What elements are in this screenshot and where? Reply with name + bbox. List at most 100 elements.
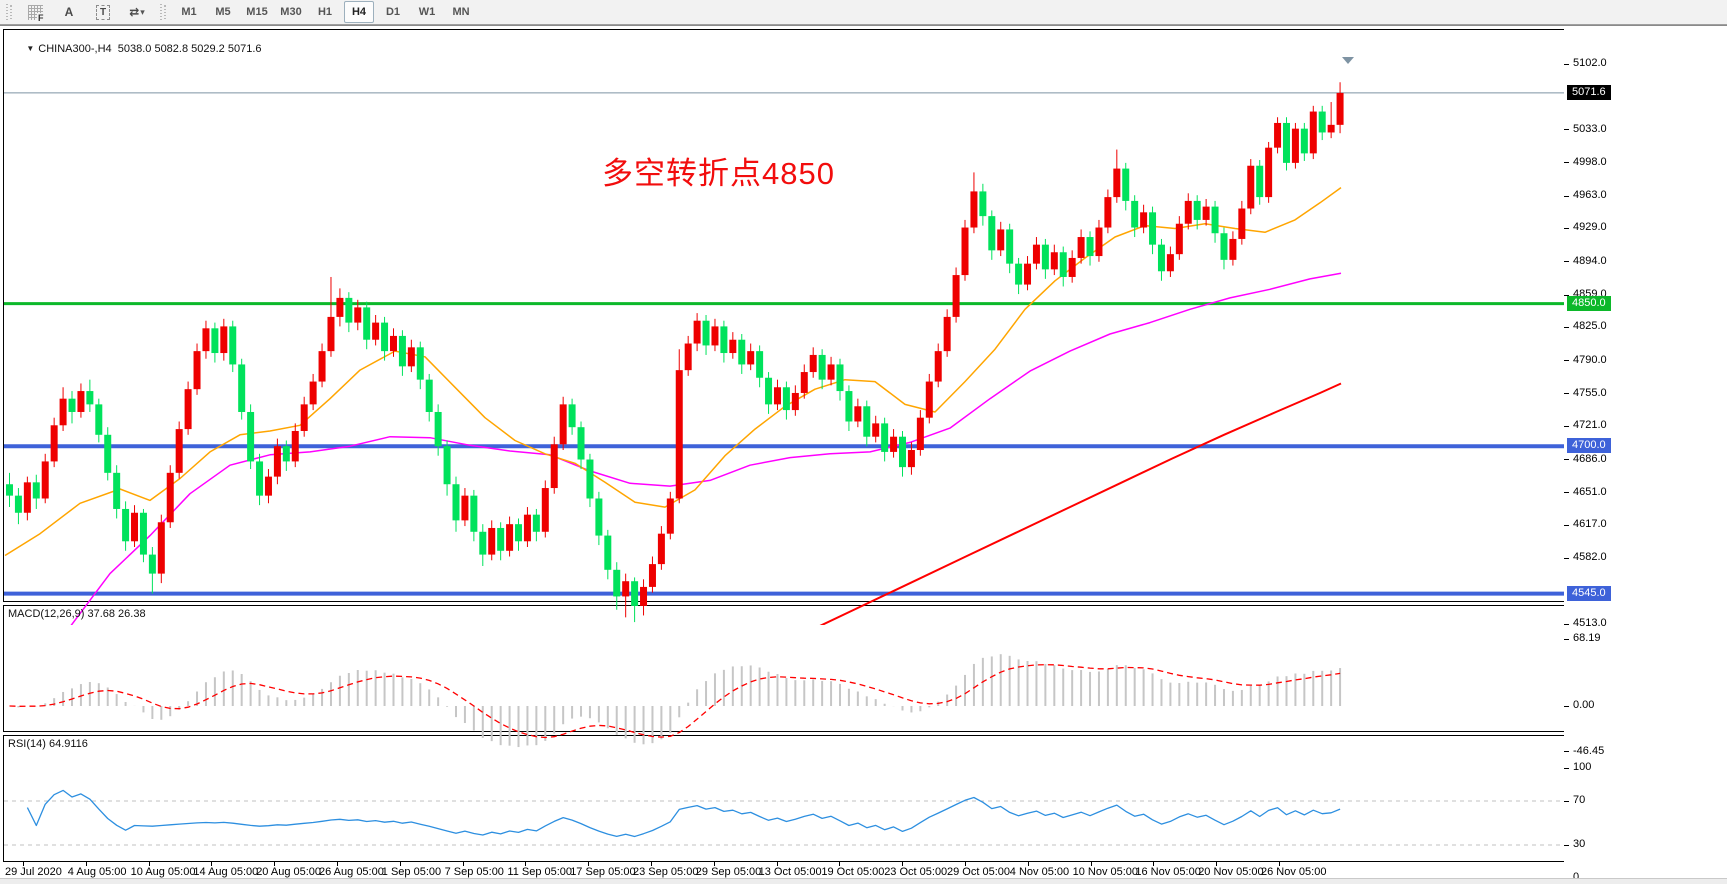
price-tick-label: 4825.0 <box>1573 320 1607 333</box>
axis-tick <box>1564 261 1569 263</box>
time-label: 11 Sep 05:00 <box>507 866 573 878</box>
time-tick <box>211 862 213 866</box>
level-line-4700-badge: 4700.0 <box>1567 438 1611 454</box>
time-tick <box>902 862 904 866</box>
time-tick <box>274 862 276 866</box>
price-tick-label: 4929.0 <box>1573 221 1607 234</box>
window-bottom-strip <box>0 878 1727 884</box>
toolbar-grip[interactable] <box>6 4 12 20</box>
time-label: 7 Sep 05:00 <box>444 866 504 878</box>
price-tick-label: 70 <box>1573 794 1586 806</box>
time-tick <box>399 862 401 866</box>
time-label: 19 Oct 05:00 <box>821 866 885 878</box>
chart-window: ▼ CHINA300-,H4 5038.0 5082.8 5029.2 5071.… <box>0 25 1727 884</box>
price-tick-label: 4998.0 <box>1573 155 1607 168</box>
timeframe-button-w1[interactable]: W1 <box>418 6 436 18</box>
time-label: 4 Aug 05:00 <box>67 866 127 878</box>
font-tool-button[interactable]: A <box>54 1 84 23</box>
time-axis[interactable]: 29 Jul 2020 4 Aug 05:00 10 Aug 05:00 14 Aug… <box>0 862 1566 878</box>
time-label: 10 Aug 05:00 <box>130 866 196 878</box>
timeframe-button-group: M1 M5 M15 M30 H1 H4 D1 W1 MN <box>172 1 478 23</box>
timeframe-button-h1[interactable]: H1 <box>317 6 333 18</box>
time-label: 10 Nov 05:00 <box>1072 866 1139 878</box>
price-tick-label: 4617.0 <box>1573 518 1607 531</box>
timeframe-button-m30[interactable]: M30 <box>280 6 302 18</box>
timeframe-button-m15[interactable]: M15 <box>246 6 268 18</box>
time-tick <box>776 862 778 866</box>
main-chart-panel[interactable] <box>3 29 1566 602</box>
collapse-chart-icon[interactable]: ▼ <box>26 44 35 53</box>
symbol-title: CHINA300-,H4 <box>38 43 112 55</box>
time-label: 29 Jul 2020 <box>5 866 62 878</box>
dropdown-caret-icon: ▾ <box>140 6 145 17</box>
timeframe-button-h4[interactable]: H4 <box>344 1 374 23</box>
price-tick-label: 4651.0 <box>1573 485 1607 498</box>
time-tick <box>23 862 24 866</box>
axis-tick <box>1564 844 1569 846</box>
chart-title: ▼ CHINA300-,H4 5038.0 5082.8 5029.2 5071.… <box>8 31 262 67</box>
axis-tick <box>1564 767 1569 769</box>
axis-tick <box>1564 524 1569 526</box>
time-label: 26 Nov 05:00 <box>1261 866 1327 878</box>
price-tick-label: 68.19 <box>1573 632 1601 645</box>
toolbar-customize-icon: F <box>27 4 45 23</box>
axis-tick <box>1564 705 1569 707</box>
font-tool-icon: A <box>64 5 74 19</box>
annotation-text[interactable]: 多空转折点4850 <box>602 156 835 191</box>
ohlc-values: 5038.0 5082.8 5029.2 5071.6 <box>117 43 262 55</box>
price-tick-label: 30 <box>1573 838 1586 850</box>
price-tick-label: 4582.0 <box>1573 551 1607 564</box>
current-price-line-badge: 5071.6 <box>1567 84 1611 100</box>
price-tick-label: 4721.0 <box>1573 419 1607 432</box>
time-label: 29 Oct 05:00 <box>947 866 1010 878</box>
time-tick <box>588 862 590 866</box>
time-tick <box>148 862 150 866</box>
macd-panel[interactable] <box>3 605 1566 732</box>
time-tick <box>839 862 841 866</box>
price-tick-label: 4963.0 <box>1573 189 1607 202</box>
axis-tick <box>1564 638 1569 640</box>
axis-tick <box>1564 557 1569 559</box>
text-box-tool-button[interactable]: T <box>88 1 118 23</box>
timeframe-button-d1[interactable]: D1 <box>385 6 401 18</box>
price-tick-label: 4686.0 <box>1573 452 1607 465</box>
price-tick-label: 4790.0 <box>1573 353 1607 366</box>
time-label: 1 Sep 05:00 <box>381 866 442 878</box>
axis-tick <box>1564 425 1569 427</box>
price-tick-label: 4894.0 <box>1573 254 1607 267</box>
timeframe-toolbar-grip[interactable] <box>160 4 166 20</box>
time-label: 23 Sep 05:00 <box>633 866 699 878</box>
price-tick-label: 4513.0 <box>1573 617 1607 629</box>
axis-tick <box>1564 63 1569 65</box>
time-tick <box>713 862 715 866</box>
axis-tick <box>1564 751 1569 753</box>
time-tick <box>1153 862 1155 866</box>
price-tick-label: 5033.0 <box>1573 122 1607 135</box>
price-axis[interactable]: 5102.0 5033.0 4998.0 4963.0 4929.0 4894.0 4859… <box>1564 26 1727 884</box>
timeframe-button-m1[interactable]: M1 <box>181 6 197 18</box>
time-label: 16 Nov 05:00 <box>1135 866 1201 878</box>
axis-tick <box>1564 129 1569 131</box>
time-tick <box>525 862 527 866</box>
price-tick-label: 0.00 <box>1573 699 1595 711</box>
rsi-indicator-label: RSI(14) 64.9116 <box>8 738 88 750</box>
axis-tick <box>1564 227 1569 229</box>
time-tick <box>651 862 652 866</box>
time-label: 13 Oct 05:00 <box>758 866 822 878</box>
time-tick <box>1279 862 1280 866</box>
time-label: 23 Oct 05:00 <box>884 866 948 878</box>
price-tick-label: 100 <box>1573 761 1592 773</box>
toolbar-customize-button[interactable]: F <box>20 1 50 23</box>
axis-tick <box>1564 294 1569 296</box>
time-tick <box>462 862 464 866</box>
level-line-4545-badge: 4545.0 <box>1567 585 1611 601</box>
time-tick <box>965 862 966 866</box>
time-tick <box>1216 862 1218 866</box>
price-tick-label: 4755.0 <box>1573 386 1607 399</box>
time-label: 14 Aug 05:00 <box>193 866 259 878</box>
timeframe-button-mn[interactable]: MN <box>452 6 470 18</box>
timeframe-button-m5[interactable]: M5 <box>215 6 231 18</box>
color-scheme-button[interactable]: ⇄ ▾ <box>122 1 152 23</box>
rsi-panel[interactable] <box>3 735 1566 862</box>
